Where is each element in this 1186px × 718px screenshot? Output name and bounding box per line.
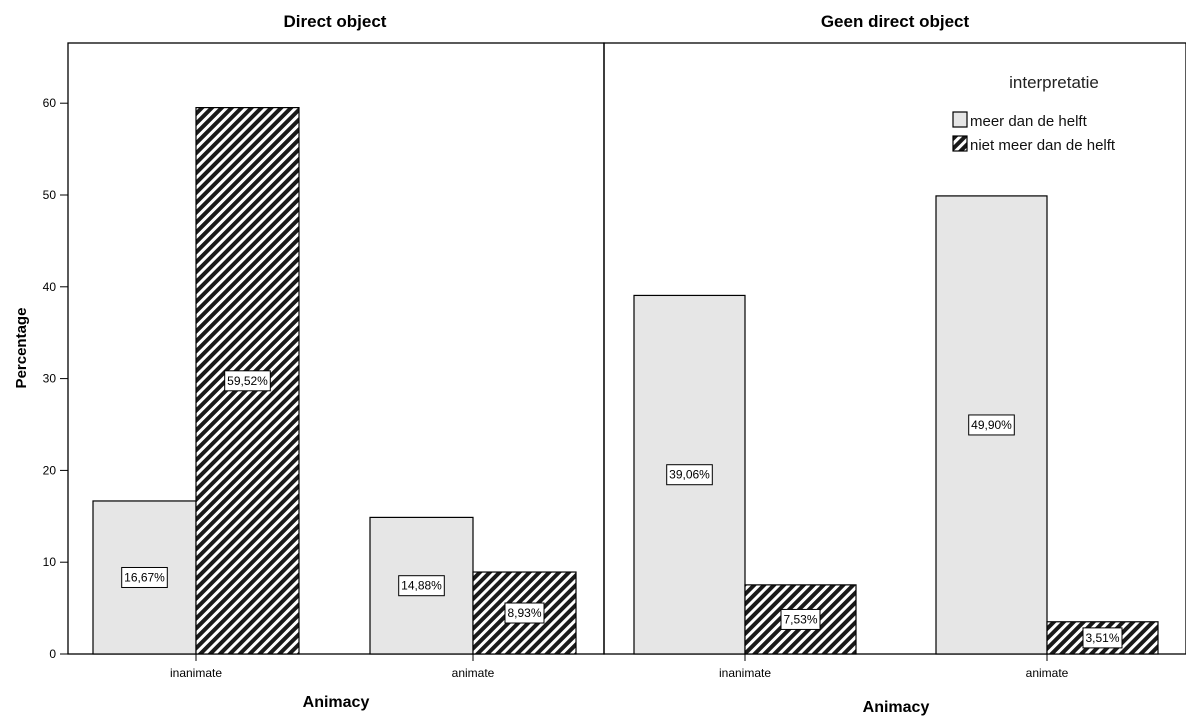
data-label-box bbox=[780, 608, 821, 630]
panel-title-direct-object: Direct object bbox=[284, 12, 387, 31]
data-label-box bbox=[224, 370, 271, 392]
data-label: 7,53% bbox=[783, 612, 817, 626]
y-tick-label: 0 bbox=[49, 647, 56, 661]
data-label: 8,93% bbox=[507, 606, 541, 620]
legend-swatch-light bbox=[952, 111, 968, 128]
bars-group: 16,67% 59,52% 14,88% 8,93% 39,06% 7,53% 49,90%… bbox=[92, 107, 1159, 655]
data-label-box bbox=[1082, 627, 1123, 649]
data-label: 49,90% bbox=[971, 418, 1012, 432]
data-label-box bbox=[121, 566, 168, 588]
panel-title-geen-direct-object: Geen direct object bbox=[821, 12, 970, 31]
legend-entry-meer: meer dan de helft bbox=[970, 113, 1088, 130]
x-axis: inanimate animate inanimate animate bbox=[170, 654, 1069, 680]
y-axis: 0 10 20 30 40 50 60 bbox=[43, 96, 68, 661]
y-tick-label: 30 bbox=[43, 372, 57, 386]
bar bbox=[1046, 621, 1159, 655]
data-label: 16,67% bbox=[124, 570, 165, 584]
data-label-box bbox=[968, 414, 1015, 436]
y-tick-label: 40 bbox=[43, 280, 57, 294]
x-tick-label: animate bbox=[1026, 666, 1069, 680]
legend: interpretatie meer dan de helft niet mee… bbox=[952, 73, 1116, 154]
y-tick-label: 20 bbox=[43, 463, 57, 477]
data-label: 14,88% bbox=[401, 579, 442, 593]
y-tick-label: 60 bbox=[43, 96, 57, 110]
x-tick-label: animate bbox=[452, 666, 495, 680]
data-label-box bbox=[666, 464, 713, 486]
x-tick-label: inanimate bbox=[170, 666, 222, 680]
data-label: 3,51% bbox=[1085, 631, 1119, 645]
y-tick-label: 50 bbox=[43, 188, 57, 202]
data-label-box bbox=[398, 575, 445, 597]
x-axis-label-right: Animacy bbox=[863, 699, 930, 716]
x-axis-label-left: Animacy bbox=[303, 694, 370, 711]
y-axis-label: Percentage bbox=[13, 308, 30, 389]
y-tick-label: 10 bbox=[43, 555, 57, 569]
data-label: 59,52% bbox=[227, 374, 268, 388]
panel-frame-right bbox=[603, 42, 1186, 655]
data-label: 39,06% bbox=[669, 468, 710, 482]
x-tick-label: inanimate bbox=[719, 666, 771, 680]
data-label-box bbox=[504, 602, 545, 624]
legend-swatch-hatched bbox=[952, 135, 968, 152]
legend-entry-niet-meer: niet meer dan de helft bbox=[970, 137, 1116, 154]
legend-title: interpretatie bbox=[1009, 73, 1099, 92]
